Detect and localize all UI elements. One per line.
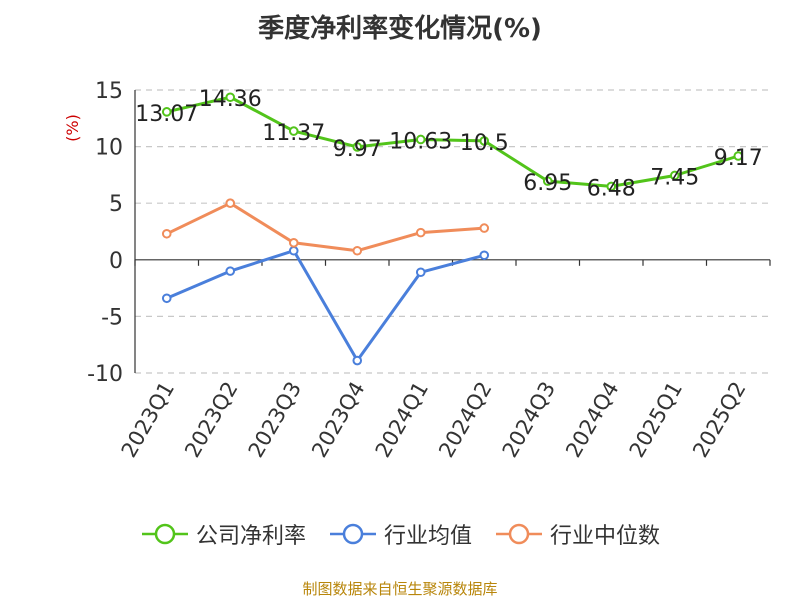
data-point: [415, 267, 426, 278]
data-point: [542, 176, 553, 186]
legend-item[interactable]: 行业中位数: [494, 518, 660, 550]
x-tick-label: 2023Q4: [307, 378, 369, 462]
data-point: [479, 136, 490, 146]
series-lines: [161, 92, 744, 366]
y-tick-label: 5: [109, 192, 123, 217]
data-point: [161, 293, 172, 304]
x-tick-label: 2023Q2: [180, 378, 242, 462]
series-line: [165, 95, 740, 188]
data-point: [415, 227, 426, 238]
x-tick-label: 2024Q4: [561, 378, 623, 462]
x-tick-label: 2025Q2: [688, 378, 750, 462]
data-point: [479, 223, 490, 233]
data-point: [161, 228, 172, 239]
x-tick-label: 2024Q3: [498, 378, 560, 462]
data-label: 10.5: [460, 131, 509, 156]
data-label: 6.48: [587, 176, 636, 201]
y-axis-unit-label: (%): [63, 114, 82, 142]
legend-item[interactable]: 公司净利率: [140, 518, 306, 550]
x-tick-label: 2025Q1: [625, 378, 687, 462]
legend-swatch-icon: [141, 523, 188, 545]
legend-swatch-icon: [329, 523, 376, 545]
x-tick-label: 2023Q3: [244, 378, 306, 462]
data-label: 9.97: [333, 137, 382, 162]
legend-swatch-icon: [496, 523, 542, 545]
y-tick-label: 0: [109, 249, 123, 274]
legend-item[interactable]: 行业均值: [328, 518, 472, 550]
y-tick-label: -5: [101, 305, 123, 330]
data-point: [669, 170, 680, 181]
legend-label: 公司净利率: [195, 524, 306, 549]
data-point: [288, 238, 299, 248]
data-point: [225, 198, 236, 208]
data-point: [288, 126, 299, 136]
data-point: [225, 92, 236, 103]
series-line: [165, 201, 486, 253]
data-label: 7.45: [650, 165, 699, 190]
series-line: [165, 249, 486, 362]
data-point: [479, 250, 490, 261]
data-point: [606, 181, 617, 192]
data-label: 14.36: [199, 87, 262, 112]
data-point: [161, 107, 172, 117]
data-point: [225, 266, 236, 276]
chart-title: 季度净利率变化情况(%): [258, 14, 542, 44]
x-tick-label: 2024Q2: [434, 378, 496, 462]
y-tick-label: -10: [87, 362, 123, 387]
data-label: 6.95: [523, 171, 572, 196]
data-label: 9.17: [714, 146, 763, 171]
x-tick-label: 2023Q1: [117, 378, 179, 462]
y-tick-label: 15: [95, 79, 123, 104]
data-point: [352, 355, 363, 366]
data-label: 11.37: [262, 121, 325, 146]
data-label: 10.63: [389, 129, 452, 154]
data-point: [288, 245, 299, 256]
x-tick-label: 2024Q1: [371, 378, 433, 462]
data-point: [415, 134, 426, 145]
grid-lines: [135, 89, 770, 374]
legend-label: 行业中位数: [550, 524, 661, 549]
legend-label: 行业均值: [383, 524, 472, 549]
data-label: 13.07: [135, 102, 198, 127]
legend: 公司净利率 行业均值 行业中位数: [0, 518, 800, 550]
data-point: [733, 151, 744, 161]
data-point: [352, 142, 363, 152]
source-note: 制图数据来自恒生聚源数据库: [302, 580, 498, 598]
data-point: [352, 245, 363, 256]
y-tick-label: 10: [95, 136, 123, 161]
